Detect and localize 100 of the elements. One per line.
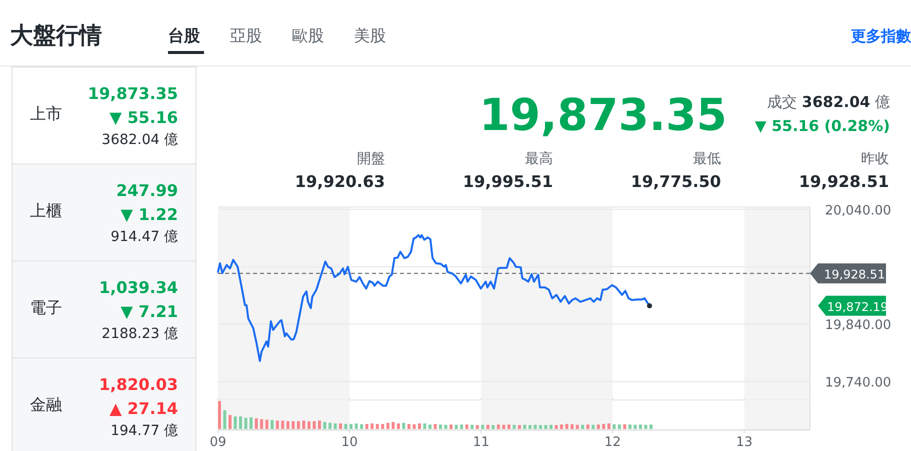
text: 19,873.35 [479,90,727,141]
bar [250,417,253,429]
y-tick-label: 19,840.00 [825,318,892,334]
bar [581,424,584,429]
text: 1,039.34 [99,278,178,297]
bar [507,424,510,429]
text: 19,775.50 [630,172,721,191]
bar [339,423,342,429]
bar [344,424,348,429]
bar [296,421,300,429]
text: 美股 [354,26,386,45]
bar [376,424,379,429]
bar [312,421,316,429]
text: 昨收 [861,151,889,167]
text: ▼ 55.16 [110,108,178,127]
text: 電子 [30,298,62,317]
x-tick-label: 09 [210,435,226,450]
bar [554,425,558,429]
bar [586,424,590,429]
text: ▼ 7.21 [120,302,178,321]
bar [381,424,384,429]
bar [576,424,579,429]
y-tick-label: 20,040.00 [825,203,892,218]
bar [228,415,232,429]
bar [360,424,364,429]
bar [418,423,421,429]
bar [223,410,226,429]
line-series [217,234,650,362]
bar [476,425,479,429]
bar [550,424,553,429]
text: 更多指數 [851,27,911,45]
text: 194.77 億 [110,423,178,439]
bar [560,424,564,429]
bar [302,420,306,429]
ref-line-label: 19,928.51 [824,267,886,282]
bar [565,424,568,429]
bar [265,420,268,429]
bar [318,420,321,429]
bar [512,424,516,429]
bar [328,422,332,429]
text: 開盤 [357,151,385,167]
text: 3682.04 億 [102,132,178,148]
text: 1,820.03 [99,375,178,394]
bar [239,416,242,429]
bar [454,424,458,429]
text: 大盤行情 [10,23,102,49]
bar [412,424,416,429]
bar [644,424,648,429]
text: ▼ 1.22 [120,205,178,224]
bar [281,420,284,429]
bar [434,424,437,429]
bar [650,424,652,429]
x-tick-label: 10 [341,435,358,450]
bar [450,424,453,429]
bar [334,423,337,429]
bar [276,420,279,429]
bar [528,425,532,429]
text: 最低 [693,151,721,167]
bar [286,421,290,429]
bar [323,422,326,429]
bar [492,425,495,429]
x-tick-label: 13 [736,435,752,450]
bar [244,418,248,429]
y-tick-label: 19,740.00 [825,376,892,391]
bar [428,424,432,429]
bar [570,424,574,429]
bar [623,424,626,429]
text: 3682.04 [802,93,870,111]
text: 19,920.63 [294,172,385,191]
bar [439,424,442,429]
text: 亞股 [230,26,262,45]
bar [254,418,258,429]
bar [402,422,406,429]
bar [218,401,221,429]
bar [470,424,474,429]
bar [607,423,610,429]
text: 成交 [767,93,802,111]
bar [602,424,606,429]
x-tick-label: 11 [472,435,490,450]
text: 19,928.51 [798,172,889,191]
x-tick-label: 12 [604,435,621,450]
text: 上市 [30,104,62,123]
bar [370,423,374,429]
bar [270,420,274,429]
text: ▲ 27.14 [110,399,178,418]
bar [628,424,632,429]
text: 2188.23 億 [102,326,178,342]
text: 金融 [30,395,62,414]
bar [502,424,506,429]
bar [538,425,542,429]
text: 最高 [525,151,553,167]
bar [612,424,616,429]
bar [618,424,621,429]
bar [523,424,526,429]
bar [534,424,537,429]
bar [518,425,521,429]
bar [260,419,264,429]
bar [544,425,548,429]
text: 247.99 [116,181,178,200]
bar [465,424,468,429]
